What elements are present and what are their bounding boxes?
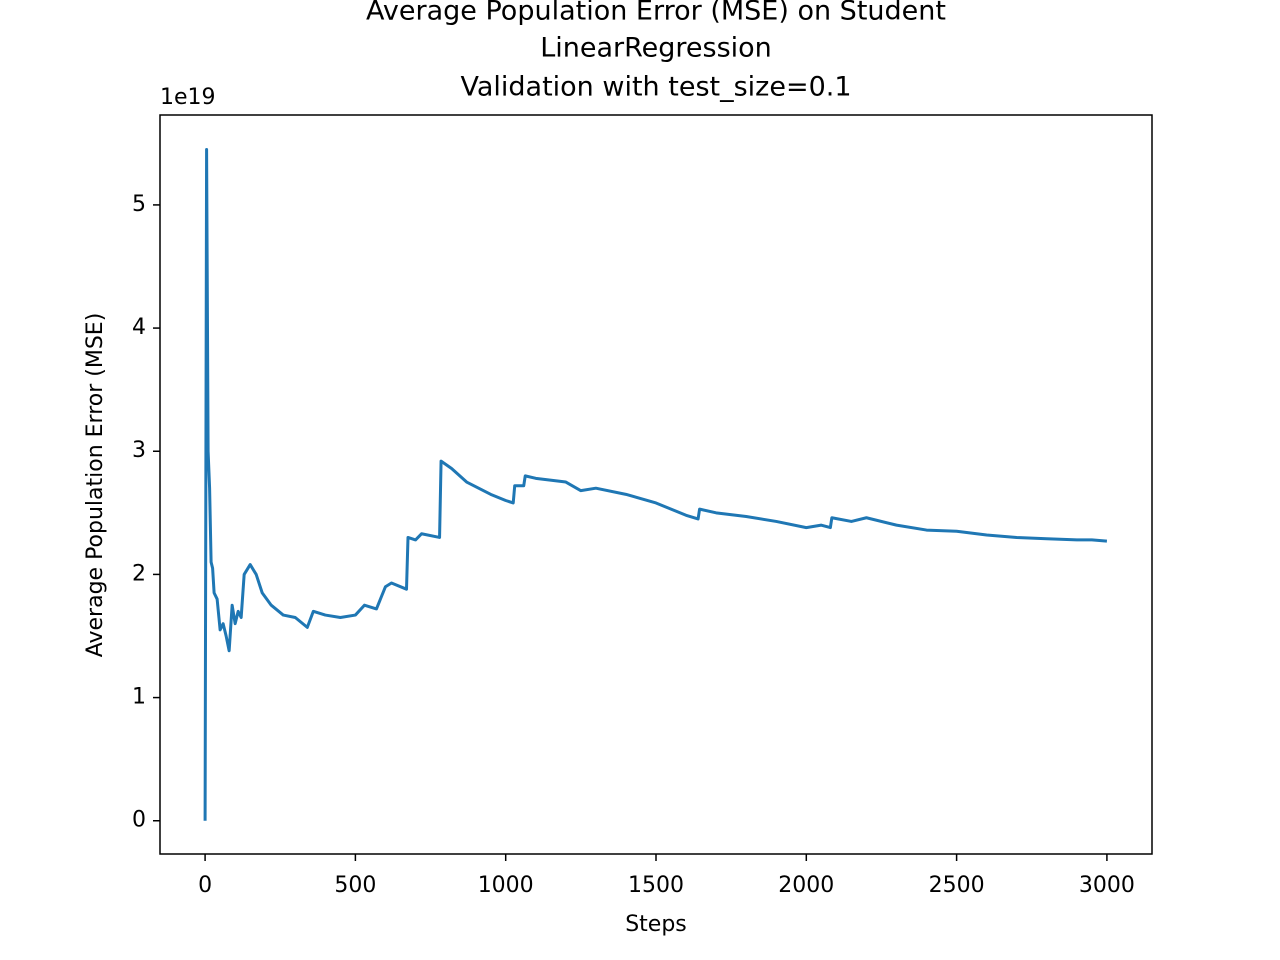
chart-title: Average Population Error (MSE) on Studen…	[366, 0, 946, 27]
chart-title: Validation with test_size=0.1	[460, 72, 851, 103]
y-tick-label: 1	[132, 685, 146, 710]
y-tick-label: 2	[132, 561, 146, 586]
data-line	[203, 147, 1108, 821]
y-tick-label: 3	[132, 438, 146, 463]
y-tick-label: 5	[132, 192, 146, 217]
x-axis-label: Steps	[625, 912, 687, 937]
x-tick-label: 3000	[1079, 873, 1135, 898]
x-tick-label: 1000	[478, 873, 534, 898]
x-tick-label: 2000	[778, 873, 834, 898]
x-tick-label: 1500	[628, 873, 684, 898]
x-tick-label: 500	[334, 873, 376, 898]
plot-frame	[159, 114, 1153, 855]
y-axis-label: Average Population Error (MSE)	[83, 313, 108, 658]
x-tick-label: 2500	[929, 873, 985, 898]
y-tick-label: 0	[132, 808, 146, 833]
y-tick-label: 4	[132, 315, 146, 340]
x-tick-label: 0	[198, 873, 212, 898]
chart-title: LinearRegression	[540, 33, 772, 64]
y-offset-label: 1e19	[160, 85, 216, 110]
